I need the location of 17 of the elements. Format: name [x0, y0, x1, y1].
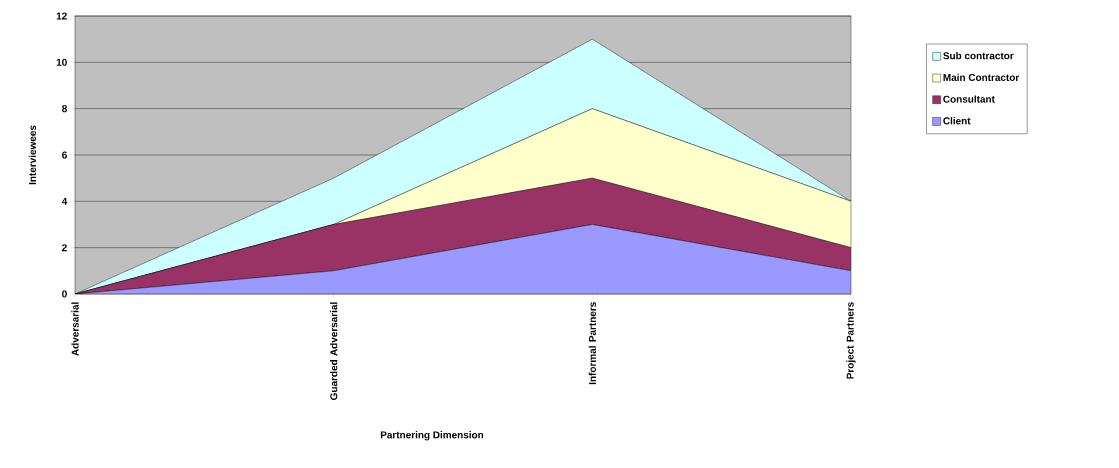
- legend-label: Sub contractor: [943, 51, 1014, 60]
- y-tick-label: 0: [62, 290, 67, 298]
- y-axis-title: Interviewees: [28, 125, 36, 185]
- x-tick-label: Adversarial: [71, 302, 79, 356]
- legend-label: Main Contractor: [943, 73, 1020, 81]
- x-axis-title: Partnering Dimension: [380, 431, 484, 441]
- legend-label: Consultant: [943, 95, 995, 103]
- y-tick-label: 8: [62, 105, 67, 113]
- y-tick-label: 6: [62, 151, 67, 159]
- x-tick-label: Guarded Adversarial: [330, 302, 338, 400]
- y-tick-label: 12: [56, 12, 67, 20]
- x-tick-label: Project Partners: [846, 302, 856, 379]
- legend-label: Client: [943, 117, 971, 125]
- y-tick-label: 10: [56, 58, 67, 66]
- x-tick-label: Informal Partners: [588, 302, 596, 385]
- y-tick-label: 4: [61, 197, 68, 205]
- y-tick-label: 2: [62, 244, 67, 252]
